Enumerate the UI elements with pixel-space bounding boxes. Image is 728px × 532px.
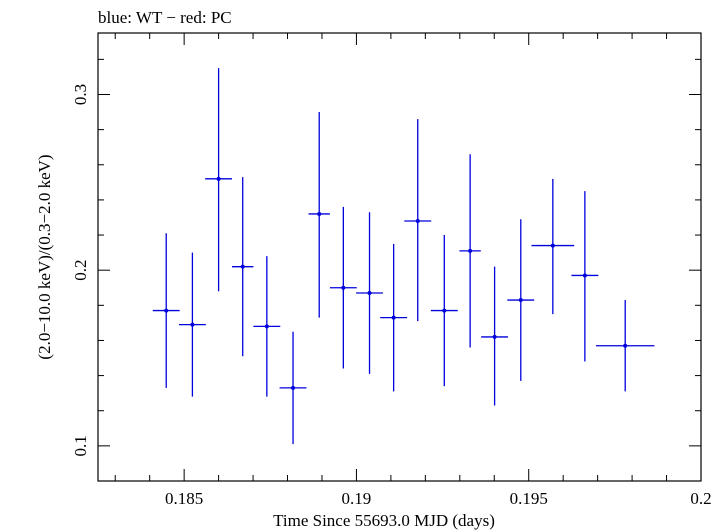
point-marker	[367, 291, 372, 296]
plot-frame	[97, 32, 702, 482]
point-marker	[164, 308, 169, 313]
data-point	[253, 256, 281, 397]
data-point	[279, 331, 307, 445]
data-point	[481, 266, 509, 406]
y-axis: 0.1 0.2 0.3	[71, 58, 701, 482]
data-point	[308, 112, 330, 318]
data-point	[531, 178, 575, 315]
chart-title: blue: WT − red: PC	[98, 8, 232, 27]
x-tick-label: 0.185	[165, 489, 203, 508]
point-marker	[291, 385, 296, 390]
point-marker	[240, 264, 245, 269]
point-marker	[582, 273, 587, 278]
data-point	[507, 219, 535, 381]
x-tick-label: 0.195	[510, 489, 548, 508]
data-point	[329, 206, 357, 369]
data-series-wt	[152, 68, 655, 445]
data-point	[595, 300, 655, 392]
point-marker	[391, 315, 396, 320]
point-marker	[492, 334, 497, 339]
data-point	[356, 212, 383, 374]
data-point	[232, 177, 254, 357]
data-point	[459, 154, 481, 348]
data-point	[178, 252, 206, 397]
point-marker	[216, 176, 221, 181]
y-tick-label: 0.3	[71, 84, 90, 105]
point-marker	[623, 343, 628, 348]
point-marker	[317, 211, 322, 216]
y-tick-label: 0.2	[71, 260, 90, 281]
x-axis-label: Time Since 55693.0 MJD (days)	[273, 511, 495, 530]
x-tick-label: 0.19	[342, 489, 372, 508]
x-tick-label: 0.2	[690, 489, 711, 508]
point-marker	[550, 243, 555, 248]
y-axis-label: (2.0−10.0 keV)/(0.3−2.0 keV)	[35, 154, 54, 359]
point-marker	[518, 298, 523, 303]
point-marker	[264, 324, 269, 329]
point-marker	[468, 248, 473, 253]
point-marker	[442, 308, 447, 313]
point-marker	[341, 285, 346, 290]
point-marker	[415, 218, 420, 223]
data-point	[205, 68, 233, 292]
data-point	[152, 233, 180, 388]
data-point	[571, 191, 599, 362]
y-tick-label: 0.1	[71, 435, 90, 456]
data-point	[430, 235, 458, 387]
x-axis: 0.185 0.19 0.195 0.2	[114, 33, 712, 508]
data-point	[404, 119, 432, 322]
point-marker	[190, 322, 195, 327]
data-point	[380, 243, 408, 392]
